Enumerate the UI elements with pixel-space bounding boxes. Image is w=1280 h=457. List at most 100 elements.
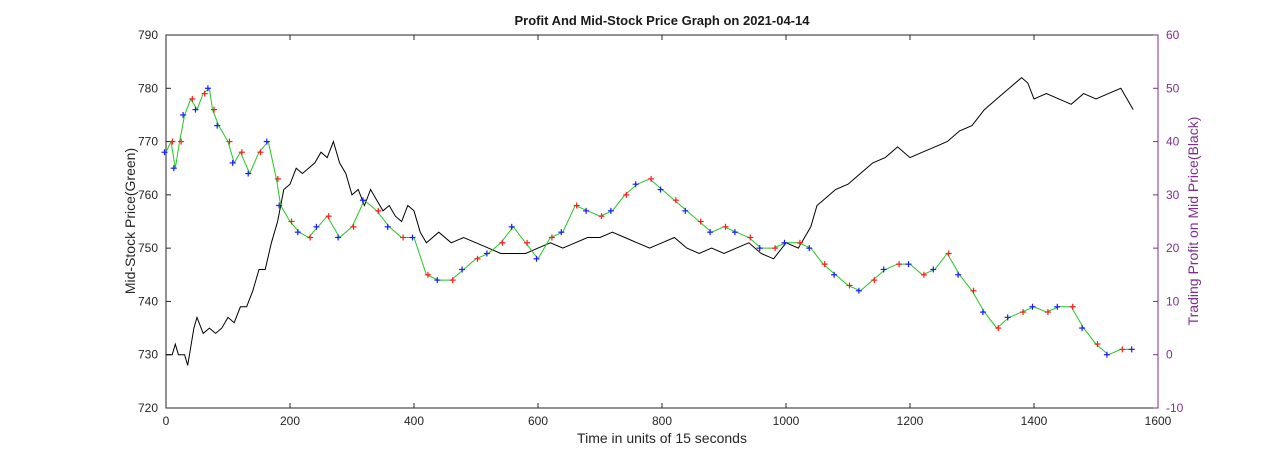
price-point-marker [855,287,862,294]
price-point-marker [335,234,342,241]
price-point-marker [548,234,555,241]
price-point-marker [313,223,320,230]
price-point-marker [583,207,590,214]
x-tick-label: 0 [163,414,170,428]
price-point-marker [288,218,295,225]
y-axis-left: 720 730 740 750 760 770 780 790 [138,28,171,415]
price-point-marker [294,229,301,236]
x-axis: 0 200 400 600 800 1000 1200 1400 1600 [163,35,1172,428]
price-point-marker [192,106,199,113]
y-axis-right-label: Trading Profit on Mid Price(Black) [1185,117,1201,326]
price-point-marker [707,229,714,236]
y-left-tick-label: 770 [138,135,158,149]
price-point-marker [747,234,754,241]
price-point-marker [524,239,531,246]
x-tick-label: 1200 [897,414,924,428]
price-point-marker [558,229,565,236]
price-point-marker [979,309,986,316]
price-point-marker [1103,351,1110,358]
price-point-marker [831,271,838,278]
price-point-marker [170,165,177,172]
y-right-tick-label: -10 [1166,401,1184,415]
x-tick-label: 200 [280,414,300,428]
price-point-marker [189,95,196,102]
price-point-marker [920,271,927,278]
x-axis-label: Time in units of 15 seconds [577,430,747,446]
price-point-marker [871,277,878,284]
price-point-marker [350,223,357,230]
y-right-tick-label: 40 [1166,135,1180,149]
y-left-tick-label: 720 [138,401,158,415]
x-tick-label: 1400 [1021,414,1048,428]
price-point-marker [1004,314,1011,321]
y-axis-right: -10 0 10 20 30 40 50 60 [1153,28,1184,415]
price-point-marker [1054,303,1061,310]
price-point-marker [499,239,506,246]
y-left-tick-label: 730 [138,348,158,362]
price-point-marker [307,234,314,241]
price-point-marker [214,122,221,129]
price-point-marker [632,181,639,188]
price-point-marker [1119,346,1126,353]
y-left-tick-label: 790 [138,28,158,42]
price-point-marker [1044,309,1051,316]
price-point-marker [846,282,853,289]
price-point-marker [238,149,245,156]
price-point-marker [400,234,407,241]
price-point-marker [896,261,903,268]
profit-series-line [166,76,1134,366]
y-right-tick-label: 50 [1166,81,1180,95]
price-point-marker [945,250,952,257]
price-point-marker [772,245,779,252]
price-point-marker [245,170,252,177]
price-point-marker [880,266,887,273]
price-point-marker [623,191,630,198]
y-axis-left-label: Mid-Stock Price(Green) [122,148,138,294]
price-point-marker [1128,346,1135,353]
price-point-marker [756,245,763,252]
price-point-marker [201,90,208,97]
price-point-marker [1069,303,1076,310]
price-point-marker [274,175,281,182]
price-point-marker [905,261,912,268]
chart-title: Profit And Mid-Stock Price Graph on 2021… [515,13,811,28]
price-point-marker [995,325,1002,332]
y-left-tick-label: 780 [138,81,158,95]
x-tick-label: 400 [404,414,424,428]
y-right-tick-label: 20 [1166,241,1180,255]
x-tick-label: 1000 [773,414,800,428]
price-point-marker [409,234,416,241]
y-left-tick-label: 760 [138,188,158,202]
price-point-marker [970,287,977,294]
price-point-marker [434,277,441,284]
y-right-tick-label: 0 [1166,348,1173,362]
y-right-tick-label: 10 [1166,294,1180,308]
price-point-marker [657,186,664,193]
y-left-tick-label: 750 [138,241,158,255]
price-point-marker [169,138,176,145]
price-point-marker [821,261,828,268]
price-point-marker [573,202,580,209]
price-point-marker [1079,325,1086,332]
price-point-marker [180,111,187,118]
price-point-marker [1094,341,1101,348]
price-point-marker [955,271,962,278]
x-tick-label: 600 [528,414,548,428]
price-point-marker [930,266,937,273]
price-point-marker [257,149,264,156]
y-left-tick-label: 740 [138,294,158,308]
price-point-marker [359,197,366,204]
price-point-marker [325,213,332,220]
price-point-marker [607,207,614,214]
y-right-tick-label: 60 [1166,28,1180,42]
price-point-marker [263,138,270,145]
price-point-marker [424,271,431,278]
price-point-marker [226,138,233,145]
price-point-marker [449,277,456,284]
price-point-marker [211,106,217,113]
plot-area [161,76,1135,366]
price-point-marker [474,255,481,262]
price-point-marker [276,202,283,209]
